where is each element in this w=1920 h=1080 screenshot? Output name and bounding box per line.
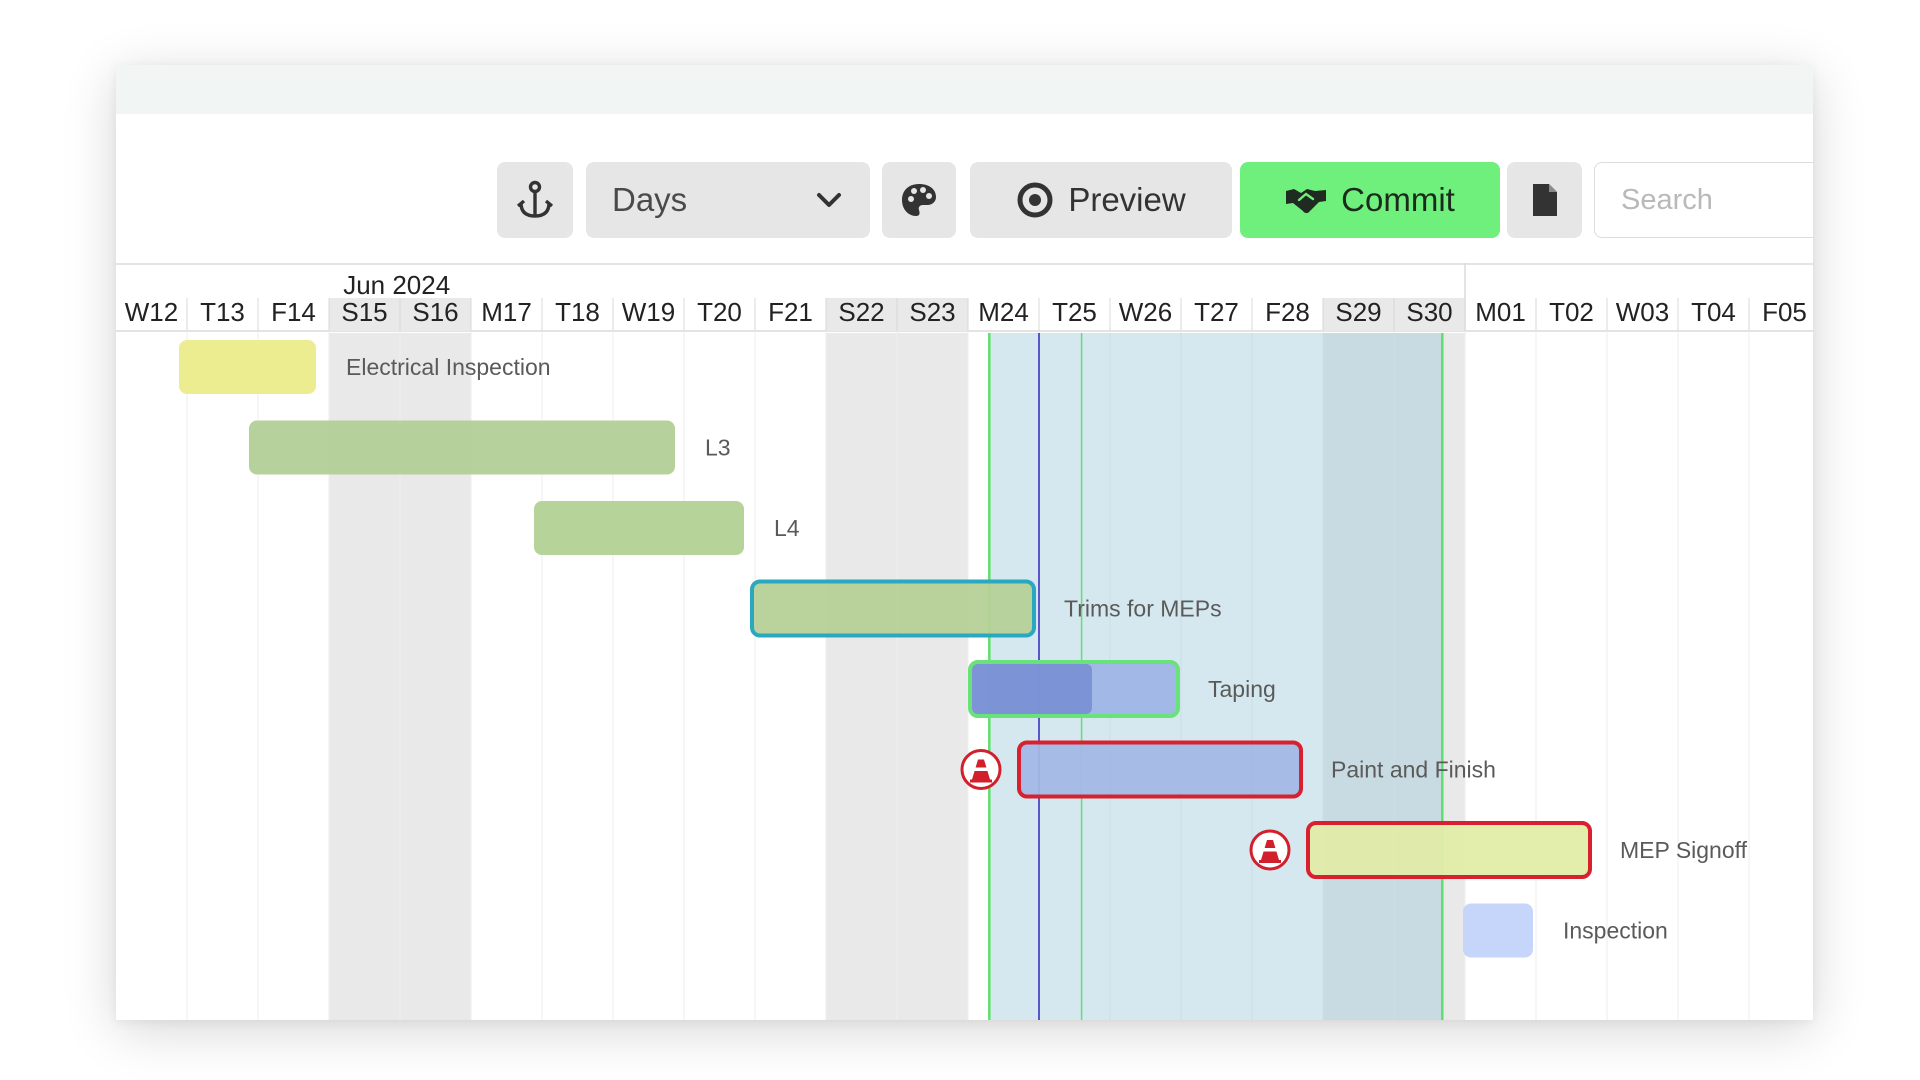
- handshake-icon: [1285, 185, 1327, 215]
- task-bar[interactable]: [1017, 740, 1303, 799]
- preview-label: Preview: [1068, 181, 1186, 218]
- task-bar[interactable]: [1463, 903, 1533, 958]
- day-label: S16: [412, 297, 458, 327]
- task-label: Paint and Finish: [1331, 757, 1496, 783]
- document-icon: [1531, 182, 1559, 218]
- task-label: MEP Signoff: [1620, 837, 1748, 863]
- top-strip: [116, 65, 1813, 114]
- commit-label: Commit: [1341, 181, 1455, 218]
- palette-icon: [900, 182, 938, 218]
- day-label: M17: [481, 297, 532, 327]
- day-label: F21: [768, 297, 813, 327]
- day-label: F14: [271, 297, 316, 327]
- task-bar-fill: [1463, 903, 1533, 958]
- task-bar-fill: [750, 579, 1036, 638]
- weekend-header-cell: [826, 298, 897, 331]
- zoom-select[interactable]: Days: [586, 162, 870, 238]
- day-label: S29: [1335, 297, 1381, 327]
- weekend-header-cell: [897, 298, 968, 331]
- task-label: L3: [705, 435, 731, 461]
- day-label: W12: [125, 297, 178, 327]
- day-label: T25: [1052, 297, 1097, 327]
- palette-button[interactable]: [882, 162, 956, 238]
- task-bar[interactable]: [179, 340, 316, 394]
- chevron-down-icon: [816, 191, 842, 209]
- eye-icon: [1016, 181, 1054, 219]
- weekend-column: [826, 333, 897, 1020]
- weekend-column: [897, 333, 968, 1020]
- document-button[interactable]: [1507, 162, 1582, 238]
- weekend-header-cell: [1323, 298, 1394, 331]
- weekend-header-cell: [329, 298, 400, 331]
- anchor-button[interactable]: [497, 162, 573, 238]
- day-label: T02: [1549, 297, 1594, 327]
- day-label: W26: [1119, 297, 1172, 327]
- day-label: M01: [1475, 297, 1526, 327]
- month-label: Jun 2024: [343, 270, 450, 300]
- day-label: S22: [838, 297, 884, 327]
- task-bar[interactable]: [750, 579, 1036, 638]
- warning-cone-icon[interactable]: [960, 749, 1002, 790]
- task-label: Inspection: [1563, 918, 1668, 944]
- search-input[interactable]: [1594, 162, 1813, 238]
- task-label: Trims for MEPs: [1064, 596, 1222, 622]
- day-label: S23: [909, 297, 955, 327]
- task-label: Taping: [1208, 676, 1276, 702]
- gantt-timeline: Jun 2024 W12 T13 F14 S15 S16 M17 T18 W19 T20 F21 S2…: [116, 263, 1813, 1020]
- task-bar-fill: [1017, 740, 1303, 799]
- day-label: W03: [1616, 297, 1669, 327]
- preview-button[interactable]: Preview: [970, 162, 1232, 238]
- task-progress: [972, 664, 1092, 714]
- weekend-column: [1323, 333, 1394, 1020]
- task-bar[interactable]: [249, 420, 675, 475]
- task-bar-fill: [179, 340, 316, 394]
- task-bar-fill: [249, 420, 675, 475]
- anchor-icon: [516, 180, 554, 220]
- task-bar[interactable]: [1306, 821, 1592, 879]
- day-label: S30: [1406, 297, 1452, 327]
- task-bar[interactable]: [534, 501, 744, 555]
- warning-cone-icon[interactable]: [1249, 829, 1291, 871]
- day-label: T04: [1691, 297, 1736, 327]
- weekend-header-cell: [1394, 298, 1465, 331]
- weekend-column: [1394, 333, 1465, 1020]
- day-label: T27: [1194, 297, 1239, 327]
- day-label: F28: [1265, 297, 1310, 327]
- day-label: W19: [622, 297, 675, 327]
- app-window: Days Preview: [116, 65, 1813, 1020]
- task-label: L4: [774, 515, 800, 541]
- task-bar-fill: [534, 501, 744, 555]
- day-label: F05: [1762, 297, 1807, 327]
- task-label: Electrical Inspection: [346, 354, 551, 380]
- gantt-chart: Jun 2024 W12 T13 F14 S15 S16 M17 T18 W19 T20 F21 S2…: [116, 263, 1813, 1020]
- day-label: S15: [341, 297, 387, 327]
- zoom-select-value: Days: [612, 181, 688, 218]
- day-label: T18: [555, 297, 600, 327]
- day-label: T13: [200, 297, 245, 327]
- commit-button[interactable]: Commit: [1240, 162, 1500, 238]
- task-bar-fill: [1306, 821, 1592, 879]
- task-bar[interactable]: [968, 660, 1180, 718]
- day-label: T20: [697, 297, 742, 327]
- weekend-header-cell: [400, 298, 471, 331]
- day-label: M24: [978, 297, 1029, 327]
